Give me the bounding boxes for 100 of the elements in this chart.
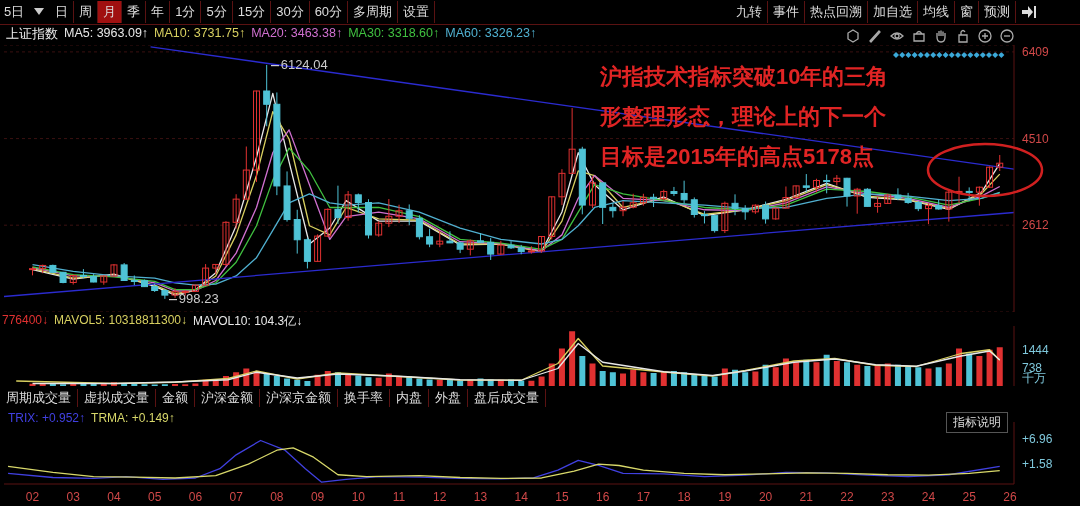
- bar: [212, 381, 219, 386]
- bar: [670, 371, 677, 386]
- x-tick-label: 14: [514, 489, 529, 504]
- text: MA20: 3463.38↑: [251, 26, 343, 42]
- x-tick-label: 17: [636, 489, 651, 504]
- candlestick: [863, 187, 871, 208]
- text: 设置: [398, 1, 436, 23]
- y-tick-label: 1444: [1022, 343, 1050, 358]
- candlestick: [690, 196, 698, 219]
- candlestick: [782, 185, 790, 209]
- bar: [935, 367, 942, 386]
- text: 均线: [918, 1, 955, 23]
- bar: [640, 372, 647, 386]
- bar: [294, 379, 301, 386]
- candlestick: [670, 186, 678, 197]
- bar: [996, 347, 1003, 386]
- bar: [813, 362, 820, 386]
- candlestick: [415, 214, 423, 240]
- bar: [752, 371, 759, 386]
- x-tick-label: 21: [799, 489, 814, 504]
- bar: [284, 378, 291, 386]
- candlestick: [548, 196, 556, 240]
- y-tick-label: 4510: [1022, 131, 1050, 146]
- bar: [579, 356, 586, 386]
- candlestick: [385, 198, 393, 228]
- annotation: 998.23: [178, 290, 219, 306]
- bar: [874, 364, 881, 386]
- text: 换手率: [338, 389, 390, 407]
- bar: [803, 359, 810, 386]
- bar: [426, 379, 433, 386]
- candlestick: [446, 230, 454, 244]
- bar: [691, 374, 698, 386]
- text: MA10: 3731.75↑: [154, 26, 246, 42]
- text: 九转: [731, 1, 768, 23]
- text: 窗: [955, 1, 979, 23]
- candlestick: [721, 201, 729, 234]
- bar: [650, 373, 657, 386]
- candlestick: [487, 237, 495, 261]
- bar: [396, 376, 403, 386]
- y-tick-label: +1.58: [1022, 456, 1053, 471]
- candlestick: [986, 165, 994, 189]
- bar: [844, 362, 851, 386]
- x-tick-label: 11: [392, 489, 406, 504]
- text: 上证指数: [6, 26, 58, 43]
- annotation: 6124.04: [280, 56, 328, 72]
- text: 沪深金额: [195, 389, 260, 407]
- y-tick-label: 2612: [1022, 218, 1050, 233]
- bar: [823, 354, 830, 386]
- candlestick: [904, 192, 912, 205]
- bar: [966, 353, 973, 386]
- bar: [905, 366, 912, 386]
- text: 日: [50, 1, 75, 23]
- candlestick: [762, 201, 770, 225]
- x-tick-label: 20: [758, 489, 773, 504]
- annotation: MAVOL10: 104.3亿↓: [193, 313, 303, 330]
- candlestick: [833, 174, 841, 187]
- text: MA60: 3326.23↑: [445, 26, 537, 42]
- candlestick: [945, 190, 953, 223]
- candlestick: [202, 263, 210, 287]
- bar: [620, 373, 627, 386]
- text: 事件: [768, 1, 805, 23]
- text: 盘后成交量: [468, 389, 546, 407]
- x-tick-label: 18: [677, 489, 692, 504]
- bar: [854, 364, 861, 386]
- candlestick: [253, 90, 260, 183]
- y-tick-label: +6.96: [1022, 432, 1053, 447]
- candlestick: [242, 146, 250, 200]
- x-tick-label: 23: [881, 489, 895, 504]
- text: 加自选: [868, 1, 918, 23]
- candlestick: [232, 193, 240, 229]
- annotation: 776400↓: [2, 313, 49, 329]
- bar: [884, 363, 891, 386]
- bar: [986, 349, 993, 386]
- text: 预测: [979, 1, 1016, 23]
- candlestick: [344, 190, 352, 222]
- candlestick: [588, 175, 596, 209]
- x-tick-label: 26: [1003, 489, 1017, 504]
- x-tick-label: 07: [229, 489, 244, 504]
- candlestick: [802, 173, 810, 193]
- candlestick: [568, 107, 576, 175]
- text: 15分: [232, 1, 272, 23]
- candlestick: [171, 287, 179, 299]
- text: 内盘: [390, 389, 429, 407]
- text: 5分: [201, 1, 233, 23]
- bar: [304, 381, 311, 386]
- annotation: 目标是2015年的高点5178点: [600, 143, 875, 171]
- candlestick: [853, 187, 861, 215]
- candlestick: [110, 263, 118, 277]
- bar: [365, 377, 372, 386]
- candlestick: [731, 193, 739, 216]
- bar: [569, 331, 576, 386]
- text: 年: [146, 1, 171, 23]
- candlestick: [507, 240, 515, 250]
- bar: [630, 369, 637, 386]
- candlestick: [395, 204, 403, 224]
- candlestick: [619, 200, 627, 217]
- bar: [589, 363, 596, 386]
- bar: [375, 377, 382, 386]
- candlestick: [497, 240, 505, 256]
- candlestick: [303, 237, 311, 269]
